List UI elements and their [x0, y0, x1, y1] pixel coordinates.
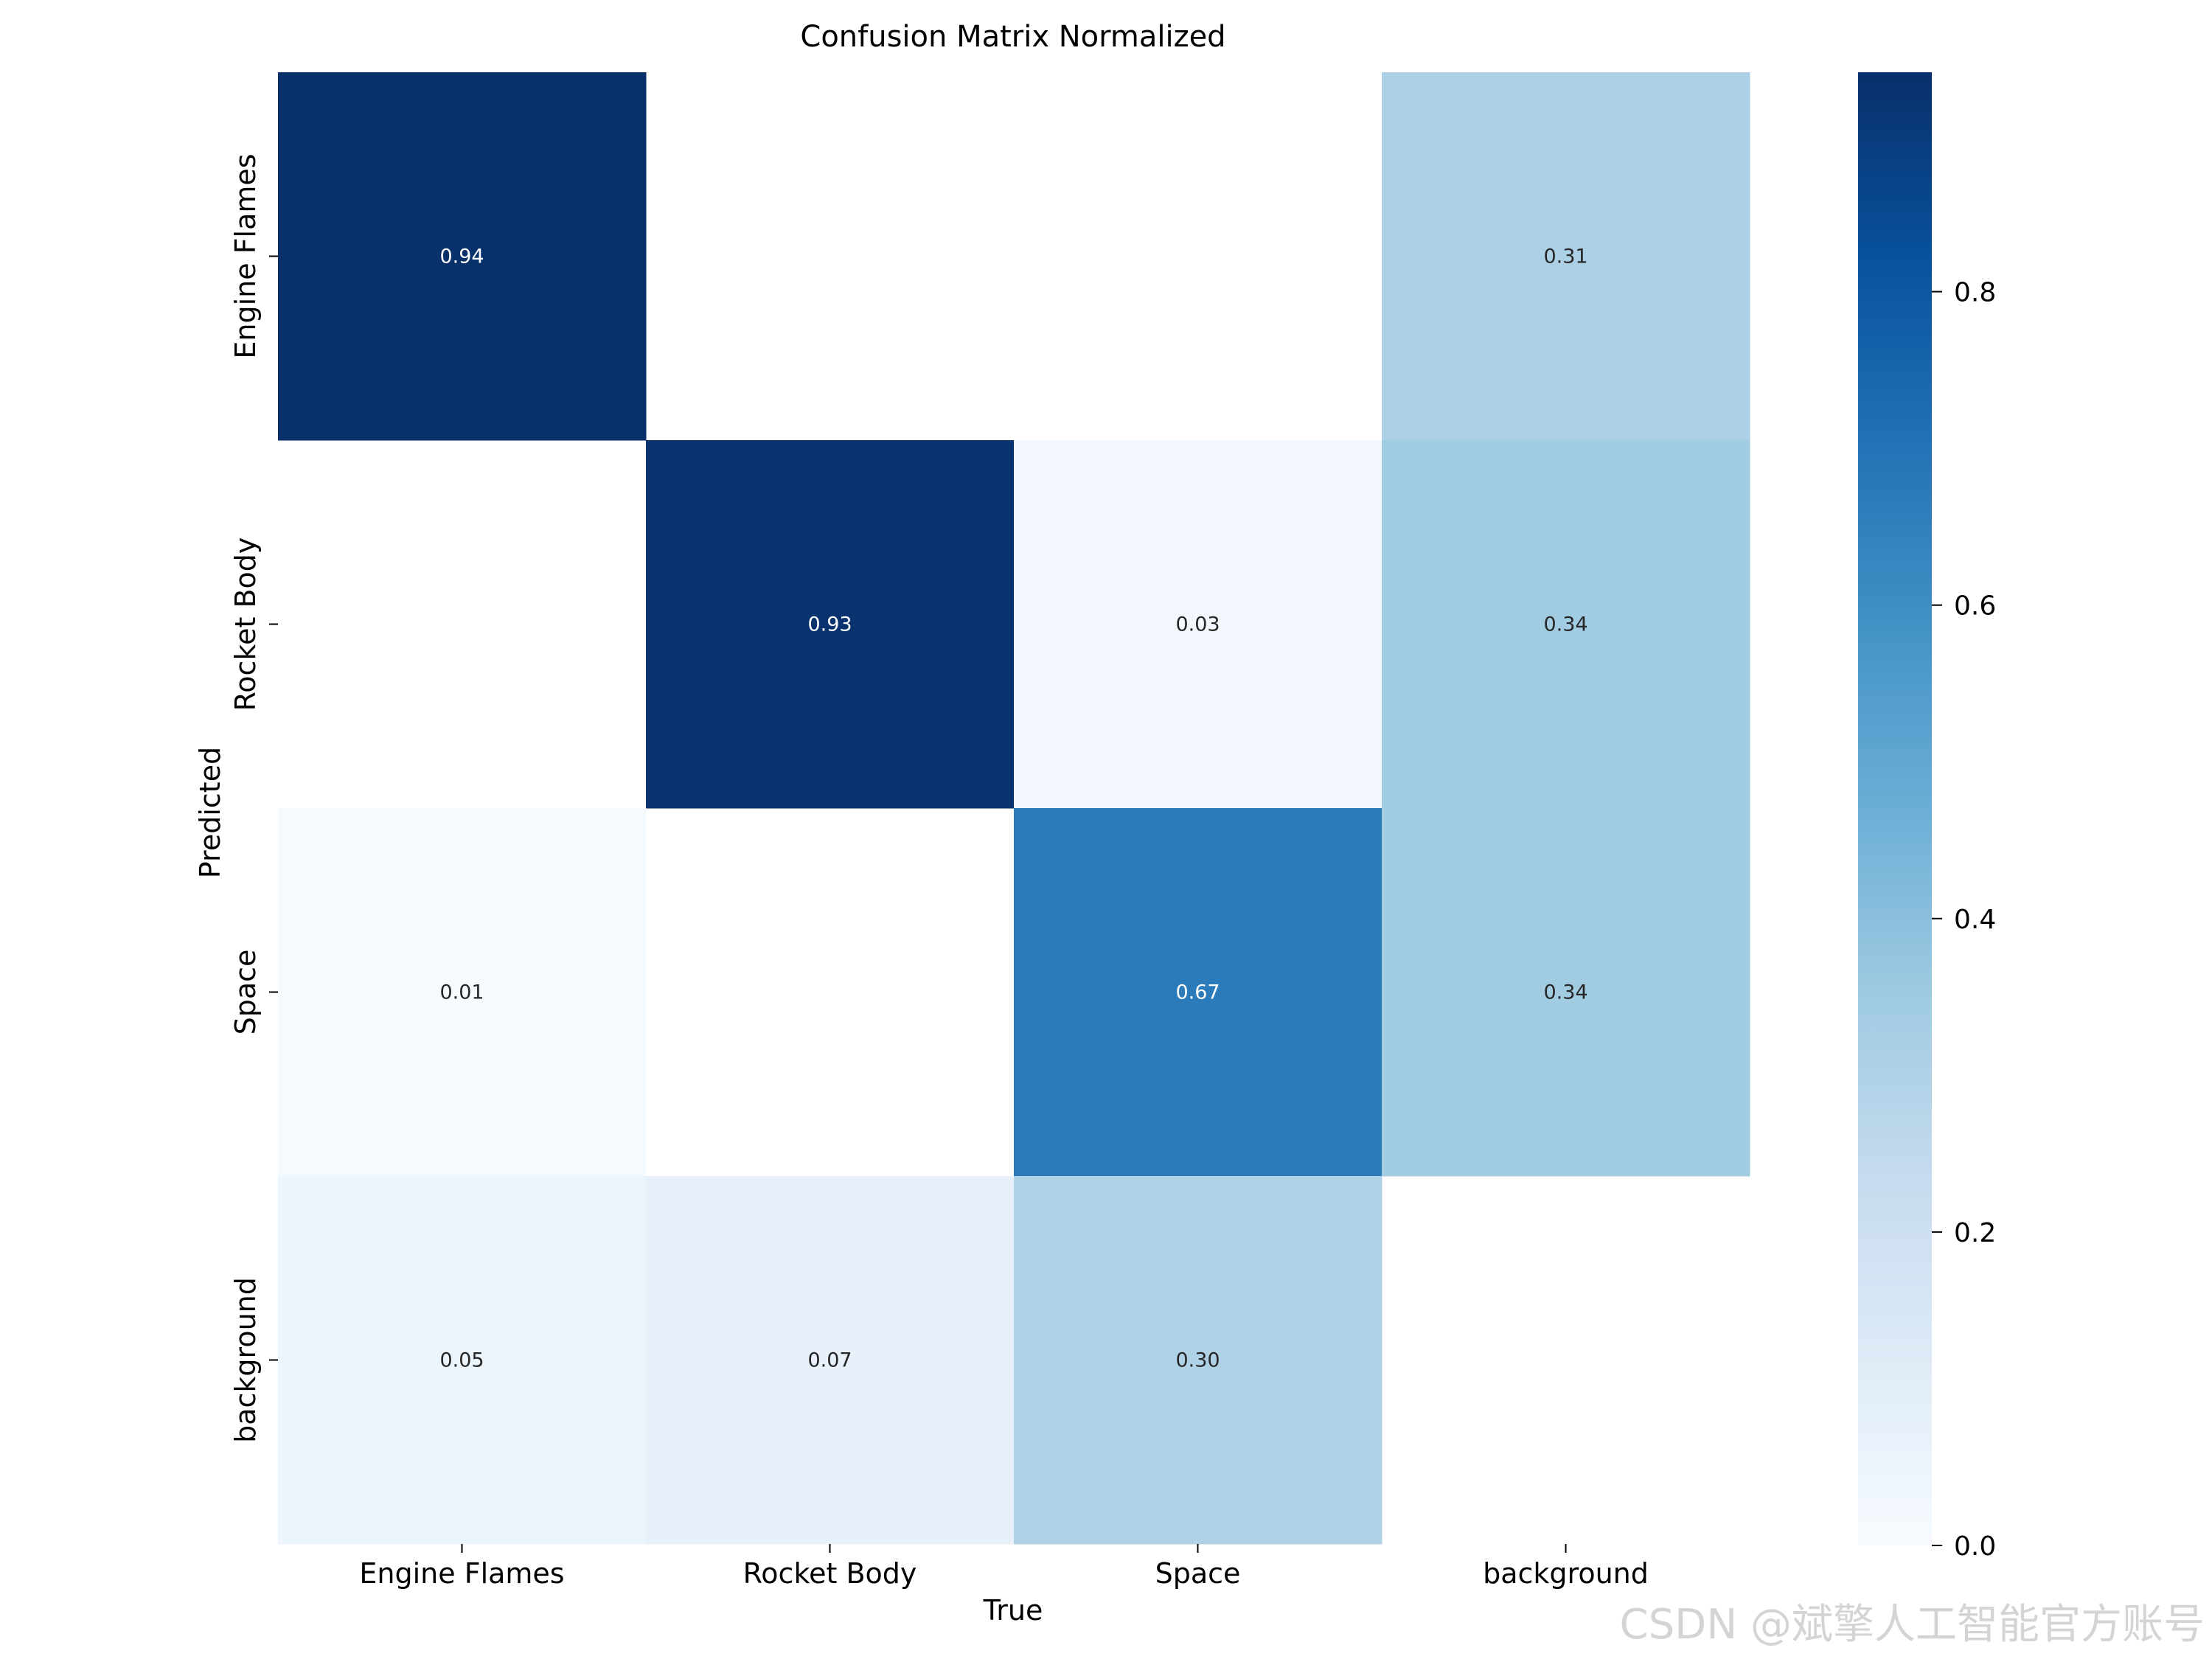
y-axis: Engine Flames Rocket Body Space background: [229, 153, 278, 1443]
y-axis-label: Predicted: [194, 747, 226, 878]
heatmap-cell-value: 0.03: [1175, 613, 1220, 636]
heatmap-cell: [278, 72, 647, 441]
heatmap-cell-value: 0.34: [1543, 613, 1587, 636]
x-tick-label: Space: [1155, 1557, 1241, 1590]
heatmap-cell-value: 0.94: [439, 246, 484, 268]
x-tick-label: background: [1483, 1557, 1649, 1590]
colorbar-tick-label: 0.4: [1954, 905, 1996, 935]
x-axis: Engine Flames Rocket Body Space background: [359, 1544, 1649, 1590]
colorbar: [1858, 72, 1932, 1545]
heatmap-cell: [646, 1176, 1015, 1545]
heatmap-cell: [1014, 1176, 1382, 1545]
y-tick-label: Rocket Body: [229, 538, 262, 712]
x-axis-label: True: [983, 1594, 1043, 1627]
heatmap-cell: [1014, 808, 1382, 1177]
heatmap-cell-value: 0.67: [1175, 981, 1220, 1004]
colorbar-tick-label: 0.6: [1954, 591, 1996, 622]
heatmap-cell: [1382, 72, 1750, 441]
heatmap-cells: [278, 72, 1750, 1545]
heatmap-cell: [278, 1176, 647, 1545]
heatmap-cell: [1382, 440, 1750, 809]
heatmap-cell-value: 0.31: [1543, 246, 1587, 268]
heatmap-cell: [646, 440, 1015, 809]
y-tick-label: background: [229, 1277, 262, 1443]
heatmap-cell: [278, 808, 647, 1177]
heatmap-cell: [1014, 440, 1382, 809]
heatmap-cell: [1382, 808, 1750, 1177]
colorbar-ticks: 0.0 0.2 0.4 0.6 0.8: [1932, 278, 1996, 1562]
heatmap-cell-value: 0.34: [1543, 981, 1587, 1004]
heatmap-cell-labels: 0.94 0.31 0.93 0.03 0.34 0.01 0.67 0.34 0.05 0.07…: [439, 246, 1587, 1372]
heatmap-cell-value: 0.07: [807, 1349, 852, 1372]
colorbar-tick-label: 0.2: [1954, 1218, 1996, 1248]
heatmap-cell-value: 0.93: [807, 613, 852, 636]
colorbar-tick-label: 0.0: [1954, 1531, 1996, 1562]
heatmap-cell-value: 0.05: [439, 1349, 484, 1372]
watermark: CSDN @斌擎人工智能官方账号: [1620, 1601, 2205, 1649]
x-tick-label: Engine Flames: [359, 1557, 564, 1590]
colorbar-tick-label: 0.8: [1954, 278, 1996, 308]
chart-title: Confusion Matrix Normalized: [800, 20, 1225, 54]
x-tick-label: Rocket Body: [743, 1557, 917, 1590]
heatmap-cell-value: 0.01: [439, 981, 484, 1004]
heatmap-cell-value: 0.30: [1175, 1349, 1220, 1372]
y-tick-label: Space: [229, 950, 262, 1035]
y-tick-label: Engine Flames: [229, 153, 262, 358]
